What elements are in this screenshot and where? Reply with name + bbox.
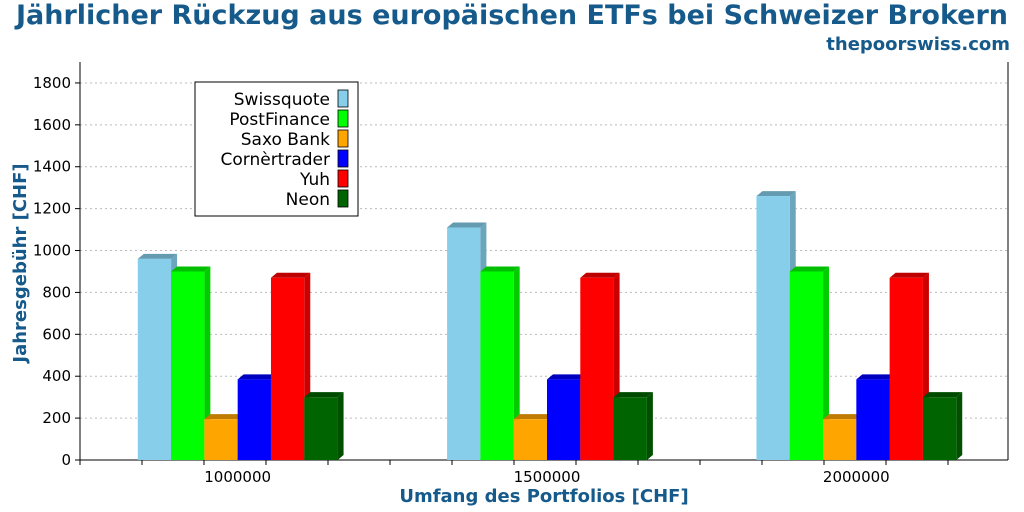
x-tick-label: 1000000 [204, 468, 271, 486]
bar-side [513, 266, 520, 460]
bar-top [856, 374, 896, 380]
y-tick-label: 1800 [33, 74, 71, 92]
bar-cornrtrader [547, 379, 581, 460]
bar-swissquote [447, 227, 481, 460]
bar-yuh [889, 277, 923, 460]
bar-top [580, 272, 620, 278]
legend-label: Yuh [299, 170, 330, 190]
bar-postfinance [789, 271, 824, 460]
legend-swatch [337, 189, 349, 208]
legend-label: PostFinance [229, 110, 330, 130]
x-tick-label: 1500000 [514, 468, 581, 486]
bar-swissquote [756, 196, 790, 460]
y-tick-label: 1600 [33, 116, 71, 134]
bar-top [270, 272, 311, 278]
bar-top [789, 266, 830, 272]
x-tick-label: 2000000 [823, 468, 890, 486]
bar-top [237, 374, 277, 380]
bar-top [889, 272, 929, 278]
bar-cornrtrader [237, 379, 271, 460]
source-label: thepoorswiss.com [826, 34, 1010, 55]
bar-postfinance [480, 271, 514, 460]
bar-saxobank [204, 419, 238, 460]
bar-top [304, 392, 344, 398]
bar-saxobank [823, 419, 857, 460]
legend [194, 81, 359, 217]
y-tick-label: 800 [42, 283, 71, 301]
y-tick-label: 1200 [33, 200, 71, 218]
bar-cornrtrader [856, 379, 890, 460]
bar-top [922, 392, 963, 398]
bar-postfinance [171, 271, 205, 460]
y-tick-label: 1400 [33, 158, 71, 176]
bar-side [204, 266, 211, 460]
y-tick-label: 200 [42, 409, 71, 427]
legend-label: Saxo Bank [241, 130, 330, 150]
y-tick-label: 600 [42, 325, 71, 343]
bar-side [956, 392, 963, 460]
y-tick-label: 1000 [33, 242, 71, 260]
chart-title: Jährlicher Rückzug aus europäischen ETFs… [15, 0, 1009, 31]
legend-swatch [337, 129, 349, 148]
legend-label: Cornèrtrader [221, 150, 331, 170]
bar-saxobank [513, 419, 547, 460]
bar-top [547, 374, 587, 380]
bar-neon [613, 397, 647, 460]
y-tick-label: 0 [61, 451, 71, 469]
bar-top [756, 191, 796, 197]
legend-label: Swissquote [234, 90, 330, 110]
y-tick-label: 400 [42, 367, 71, 385]
bar-top [613, 392, 653, 398]
bar-top [447, 222, 487, 228]
legend-label: Neon [286, 190, 330, 210]
bar-side [337, 392, 344, 460]
bar-neon [304, 397, 338, 460]
legend-swatch [337, 89, 349, 108]
legend-swatch [337, 149, 349, 168]
bar-top [171, 266, 211, 272]
bar-swissquote [137, 258, 172, 460]
legend-swatch [337, 109, 349, 128]
bar-side [823, 266, 830, 460]
bar-yuh [580, 277, 614, 460]
x-axis-label: Umfang des Portfolios [CHF] [399, 486, 688, 507]
bar-top [823, 414, 863, 420]
y-axis-label: Jahresgebühr [CHF] [10, 163, 31, 364]
bar-neon [922, 397, 957, 460]
bar-top [513, 414, 553, 420]
bar-top [137, 253, 178, 259]
bar-top [204, 414, 244, 420]
bar-side [646, 392, 653, 460]
legend-swatch [337, 169, 349, 188]
bar-yuh [270, 277, 305, 460]
bar-top [480, 266, 520, 272]
